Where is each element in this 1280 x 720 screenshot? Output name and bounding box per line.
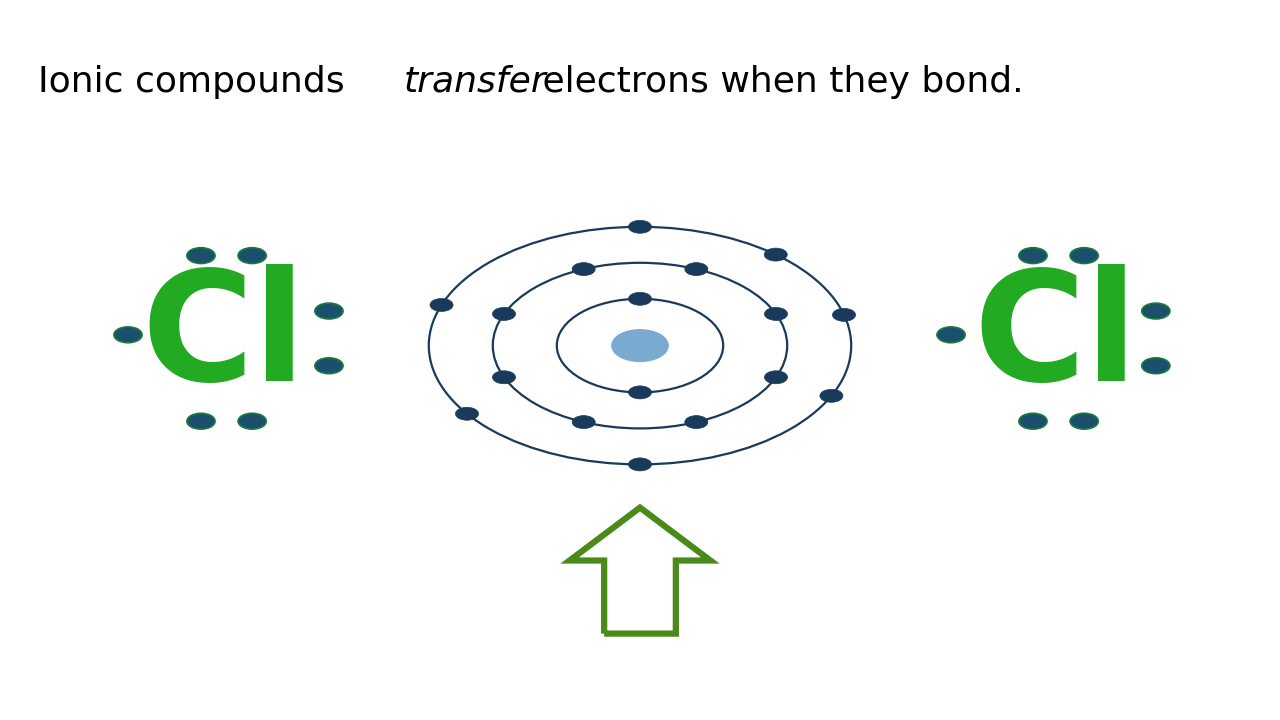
Circle shape: [628, 292, 652, 305]
Circle shape: [1070, 413, 1098, 429]
Circle shape: [764, 307, 787, 320]
Circle shape: [187, 248, 215, 264]
Circle shape: [685, 263, 708, 276]
Circle shape: [832, 308, 855, 321]
Circle shape: [572, 415, 595, 428]
Text: Cl: Cl: [142, 264, 306, 413]
Circle shape: [628, 386, 652, 399]
Circle shape: [238, 248, 266, 264]
Circle shape: [315, 303, 343, 319]
Text: electrons when they bond.: electrons when they bond.: [531, 65, 1024, 99]
Circle shape: [1142, 358, 1170, 374]
Circle shape: [114, 327, 142, 343]
Circle shape: [937, 327, 965, 343]
Circle shape: [238, 413, 266, 429]
Circle shape: [685, 415, 708, 428]
Circle shape: [187, 413, 215, 429]
Circle shape: [628, 458, 652, 471]
Circle shape: [493, 371, 516, 384]
Circle shape: [315, 358, 343, 374]
Circle shape: [572, 263, 595, 276]
Circle shape: [764, 371, 787, 384]
Circle shape: [456, 408, 479, 420]
Circle shape: [612, 330, 668, 361]
Text: transfer: transfer: [403, 65, 547, 99]
Text: Ionic compounds: Ionic compounds: [38, 65, 357, 99]
Circle shape: [1142, 303, 1170, 319]
Circle shape: [1019, 413, 1047, 429]
Circle shape: [1019, 248, 1047, 264]
Circle shape: [493, 307, 516, 320]
Text: Cl: Cl: [974, 264, 1138, 413]
Circle shape: [1070, 248, 1098, 264]
Circle shape: [764, 248, 787, 261]
Circle shape: [628, 220, 652, 233]
Circle shape: [430, 299, 453, 312]
Circle shape: [820, 390, 844, 402]
